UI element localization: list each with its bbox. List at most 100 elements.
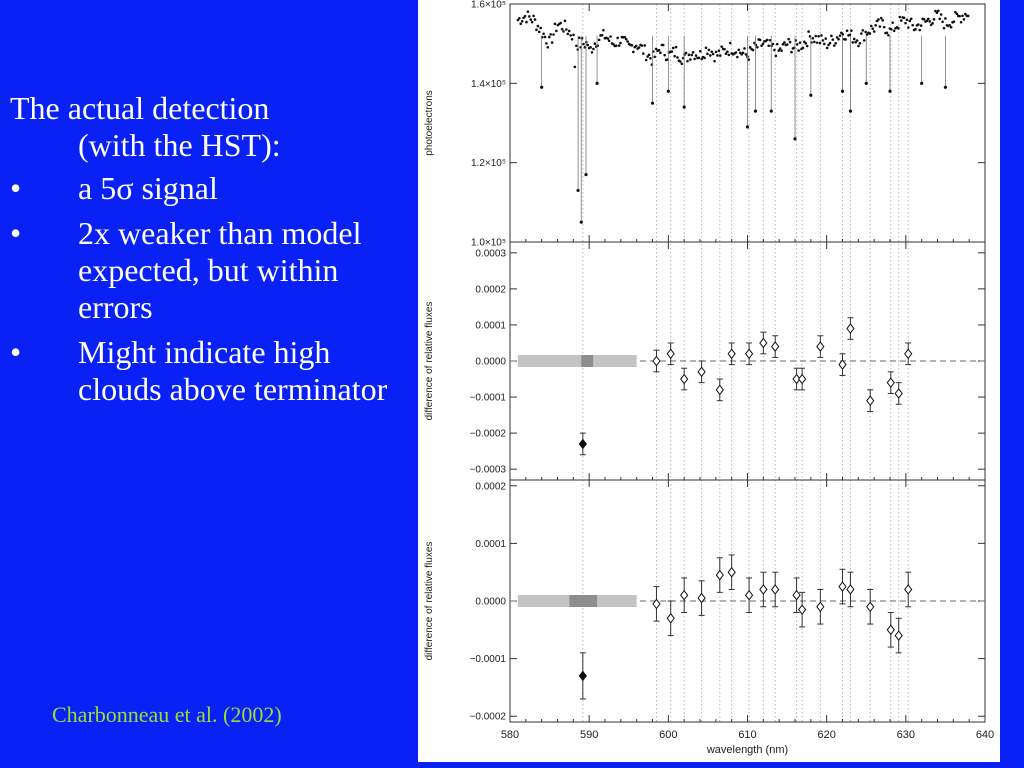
figure-panel: 1.0×10⁵ 1.2×10⁵ 1.4×10⁵ 1.6×10⁵ photoelectro… [418, 0, 1000, 762]
data-point [600, 33, 604, 37]
data-point [787, 37, 790, 41]
data-point [728, 41, 732, 45]
data-point [949, 25, 953, 29]
data-point [864, 30, 867, 34]
open-diamond-point [838, 359, 847, 370]
y-tick-label: 0.0002 [475, 284, 506, 295]
data-point [736, 55, 739, 59]
data-point [566, 32, 570, 36]
bullet-text: 2x weaker than model expected, but withi… [78, 215, 362, 325]
open-diamond-point [797, 604, 807, 615]
data-point [828, 41, 832, 45]
y-tick-label: 0.0000 [475, 357, 506, 368]
data-point [647, 53, 651, 57]
data-point [964, 12, 967, 16]
data-point [584, 172, 588, 177]
data-point [526, 10, 530, 13]
data-point [520, 19, 524, 23]
data-point [774, 54, 778, 58]
x-tick-label: 620 [817, 729, 835, 741]
data-point [767, 44, 771, 48]
data-point [955, 12, 959, 16]
intro-line-1: The actual detection [10, 90, 270, 126]
y-tick-label: −0.0002 [470, 712, 507, 723]
slide-text-block: The actual detection (with the HST): • a… [10, 90, 410, 416]
data-point [632, 50, 635, 54]
data-point [646, 55, 649, 58]
x-tick-label: 640 [976, 729, 994, 741]
bullet-item: • 2x weaker than model expected, but wit… [10, 215, 410, 326]
open-diamond-point [904, 348, 913, 360]
data-point [952, 20, 956, 23]
data-point [942, 26, 946, 30]
data-point [630, 43, 634, 47]
x-tick-label: 600 [659, 729, 677, 741]
data-point [753, 109, 758, 113]
bullet-dot: • [10, 215, 22, 251]
data-point [550, 41, 554, 44]
open-diamond-point [838, 581, 847, 592]
data-point [713, 59, 716, 63]
band-core [569, 595, 598, 607]
open-diamond-point [771, 341, 780, 352]
data-point [623, 35, 627, 39]
data-point [813, 40, 816, 44]
data-point [777, 49, 780, 52]
data-point [928, 20, 932, 23]
data-point [634, 44, 638, 48]
chart-panel-2: −0.0003 −0.0002 −0.0001 0.0000 0.0001 0.0002 0… [424, 241, 986, 481]
data-point [827, 43, 830, 47]
open-diamond-point [715, 569, 724, 581]
data-point [885, 31, 889, 35]
data-point [686, 59, 689, 63]
data-point [918, 28, 922, 32]
data-point [624, 37, 628, 41]
chart-panel-1: 1.0×10⁵ 1.2×10⁵ 1.4×10⁵ 1.6×10⁵ photoelectro… [424, 0, 986, 249]
data-point [597, 38, 601, 42]
data-point [726, 50, 729, 54]
data-point [872, 30, 876, 33]
data-point [751, 48, 755, 52]
data-point [549, 33, 552, 36]
data-point [552, 33, 555, 36]
data-point [583, 46, 587, 49]
data-point [775, 42, 779, 46]
data-point [768, 38, 772, 42]
data-point [797, 49, 800, 52]
data-point [518, 17, 521, 20]
data-point [862, 39, 866, 42]
x-tick-label: 580 [501, 729, 519, 741]
bullet-item: • Might indicate high clouds above termi… [10, 334, 410, 408]
data-point [905, 18, 909, 22]
data-point [790, 50, 793, 54]
y-tick-label: 0.0000 [475, 597, 506, 608]
data-point [807, 30, 810, 33]
y-axis-title: photoelectrons [424, 90, 435, 156]
data-point [703, 56, 706, 60]
data-point [769, 109, 773, 113]
data-point [931, 22, 934, 25]
data-point [899, 19, 903, 22]
data-point [734, 51, 738, 54]
data-point [911, 23, 914, 27]
data-point [771, 42, 775, 46]
intro-line-2: (with the HST): [78, 127, 281, 163]
y-axis-title: difference of relative fluxes [424, 302, 435, 421]
data-point [855, 39, 859, 42]
data-point [724, 52, 728, 56]
data-point [607, 39, 611, 43]
data-point [864, 81, 868, 85]
data-point [798, 41, 802, 44]
y-tick-label: 1.4×10⁵ [471, 79, 506, 90]
data-point [700, 57, 704, 61]
data-point [944, 17, 947, 20]
data-point [822, 42, 826, 46]
data-point [868, 32, 872, 35]
data-point [817, 34, 820, 38]
data-point [765, 38, 769, 42]
open-diamond-point [744, 589, 754, 601]
data-point [845, 29, 849, 33]
data-point [917, 23, 920, 26]
data-point [691, 51, 695, 54]
data-point [888, 89, 892, 93]
